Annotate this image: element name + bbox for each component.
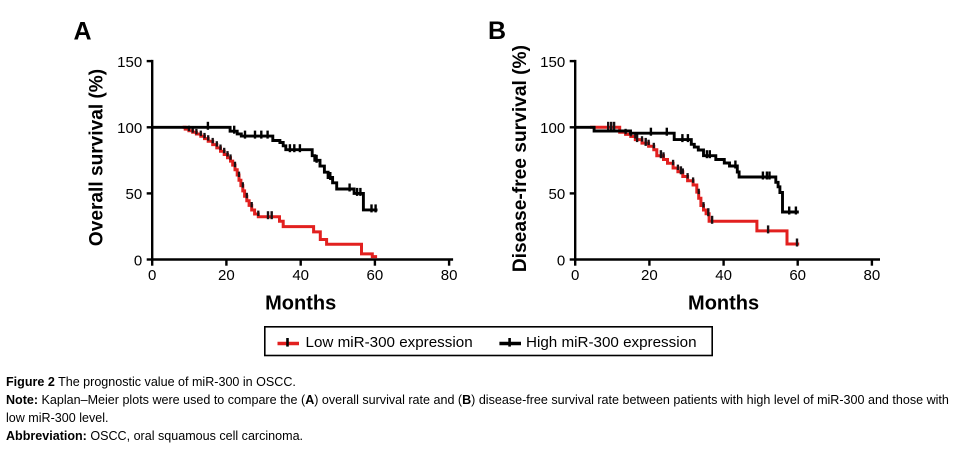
svg-text:0: 0 <box>148 267 156 284</box>
svg-text:Months: Months <box>265 293 336 315</box>
svg-text:Disease-free survival (%): Disease-free survival (%) <box>510 45 531 272</box>
svg-text:Overall survival (%): Overall survival (%) <box>87 69 108 246</box>
svg-text:High miR-300 expression: High miR-300 expression <box>526 334 697 351</box>
svg-text:A: A <box>74 18 92 46</box>
svg-text:150: 150 <box>117 54 142 71</box>
svg-text:40: 40 <box>292 267 309 284</box>
svg-text:100: 100 <box>117 120 142 137</box>
svg-text:0: 0 <box>571 267 579 284</box>
svg-text:0: 0 <box>557 252 565 269</box>
svg-text:80: 80 <box>441 267 458 284</box>
svg-text:100: 100 <box>540 120 565 137</box>
svg-text:0: 0 <box>134 252 142 269</box>
svg-text:60: 60 <box>367 267 384 284</box>
svg-text:60: 60 <box>789 267 806 284</box>
svg-text:B: B <box>488 17 506 45</box>
svg-text:50: 50 <box>126 186 143 203</box>
svg-text:40: 40 <box>715 267 732 284</box>
svg-text:150: 150 <box>540 54 565 71</box>
svg-text:20: 20 <box>641 267 658 284</box>
svg-text:80: 80 <box>864 267 881 284</box>
svg-text:20: 20 <box>218 267 235 284</box>
svg-text:Low miR-300 expression: Low miR-300 expression <box>306 334 473 351</box>
svg-text:Months: Months <box>688 293 759 315</box>
svg-text:50: 50 <box>549 186 566 203</box>
